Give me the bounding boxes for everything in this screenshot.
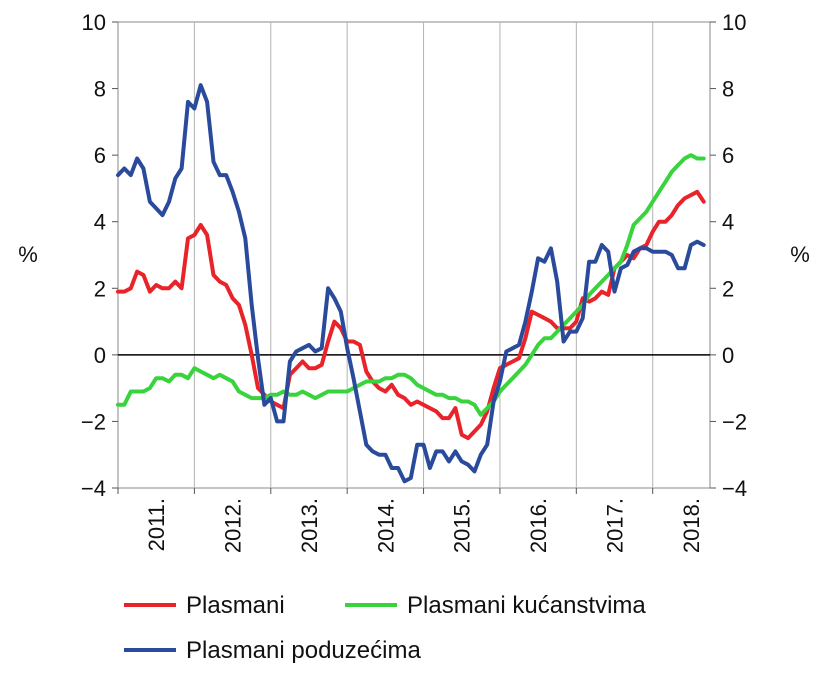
gridlines	[193, 22, 654, 488]
y-axis-right: −4 −2 0 2 4 6 8 10	[710, 10, 747, 501]
legend-item: Plasmani	[124, 592, 285, 619]
y-tick-label-left: 4	[94, 210, 106, 235]
x-tick-label: 2017.	[603, 498, 628, 553]
unit-label-left: %	[18, 242, 38, 267]
legend-label: Plasmani poduzećima	[186, 637, 421, 664]
x-tick-label: 2015.	[450, 498, 475, 553]
series-line-plasmani-ku-anstvima	[116, 153, 706, 417]
y-axis-left: −4 −2 0 2 4 6 8 10	[81, 10, 118, 501]
y-tick-label-right: 10	[722, 10, 746, 35]
series-line-plasmani-poduze-ima	[116, 83, 706, 484]
y-tick-label-right: 8	[722, 77, 734, 102]
legend-item: Plasmani poduzećima	[124, 637, 421, 664]
x-tick-label: 2014.	[373, 498, 398, 553]
y-tick-label-right: 2	[722, 276, 734, 301]
series-line-plasmani	[116, 189, 706, 441]
series-lines	[116, 83, 706, 484]
y-tick-label-left: 10	[82, 10, 106, 35]
y-tick-label-left: −4	[81, 476, 106, 501]
legend-label: Plasmani	[186, 592, 285, 619]
unit-label-right: %	[790, 242, 810, 267]
x-tick-label: 2018.	[679, 498, 704, 553]
y-tick-label-left: 0	[94, 343, 106, 368]
plot-border	[117, 21, 711, 489]
y-tick-label-left: 2	[94, 276, 106, 301]
y-tick-label-right: 6	[722, 143, 734, 168]
legend: Plasmani Plasmani kućanstvima Plasmani pod…	[124, 592, 646, 664]
y-tick-label-left: 8	[94, 77, 106, 102]
x-axis: 2011. 2012. 2013. 2014. 2015. 2016. 2017. 2018.	[117, 488, 704, 553]
y-tick-label-left: 6	[94, 143, 106, 168]
plot-area	[117, 21, 711, 489]
y-tick-label-right: −4	[722, 476, 747, 501]
y-tick-label-right: −2	[722, 409, 747, 434]
x-tick-label: 2011.	[144, 498, 169, 551]
x-tick-label: 2013.	[297, 498, 322, 553]
x-tick-label: 2012.	[221, 498, 246, 553]
y-tick-label-right: 4	[722, 210, 734, 235]
legend-label: Plasmani kućanstvima	[407, 592, 646, 619]
y-tick-label-right: 0	[722, 343, 734, 368]
y-tick-label-left: −2	[81, 409, 106, 434]
legend-item: Plasmani kućanstvima	[345, 592, 646, 619]
x-tick-label: 2016.	[526, 498, 551, 553]
